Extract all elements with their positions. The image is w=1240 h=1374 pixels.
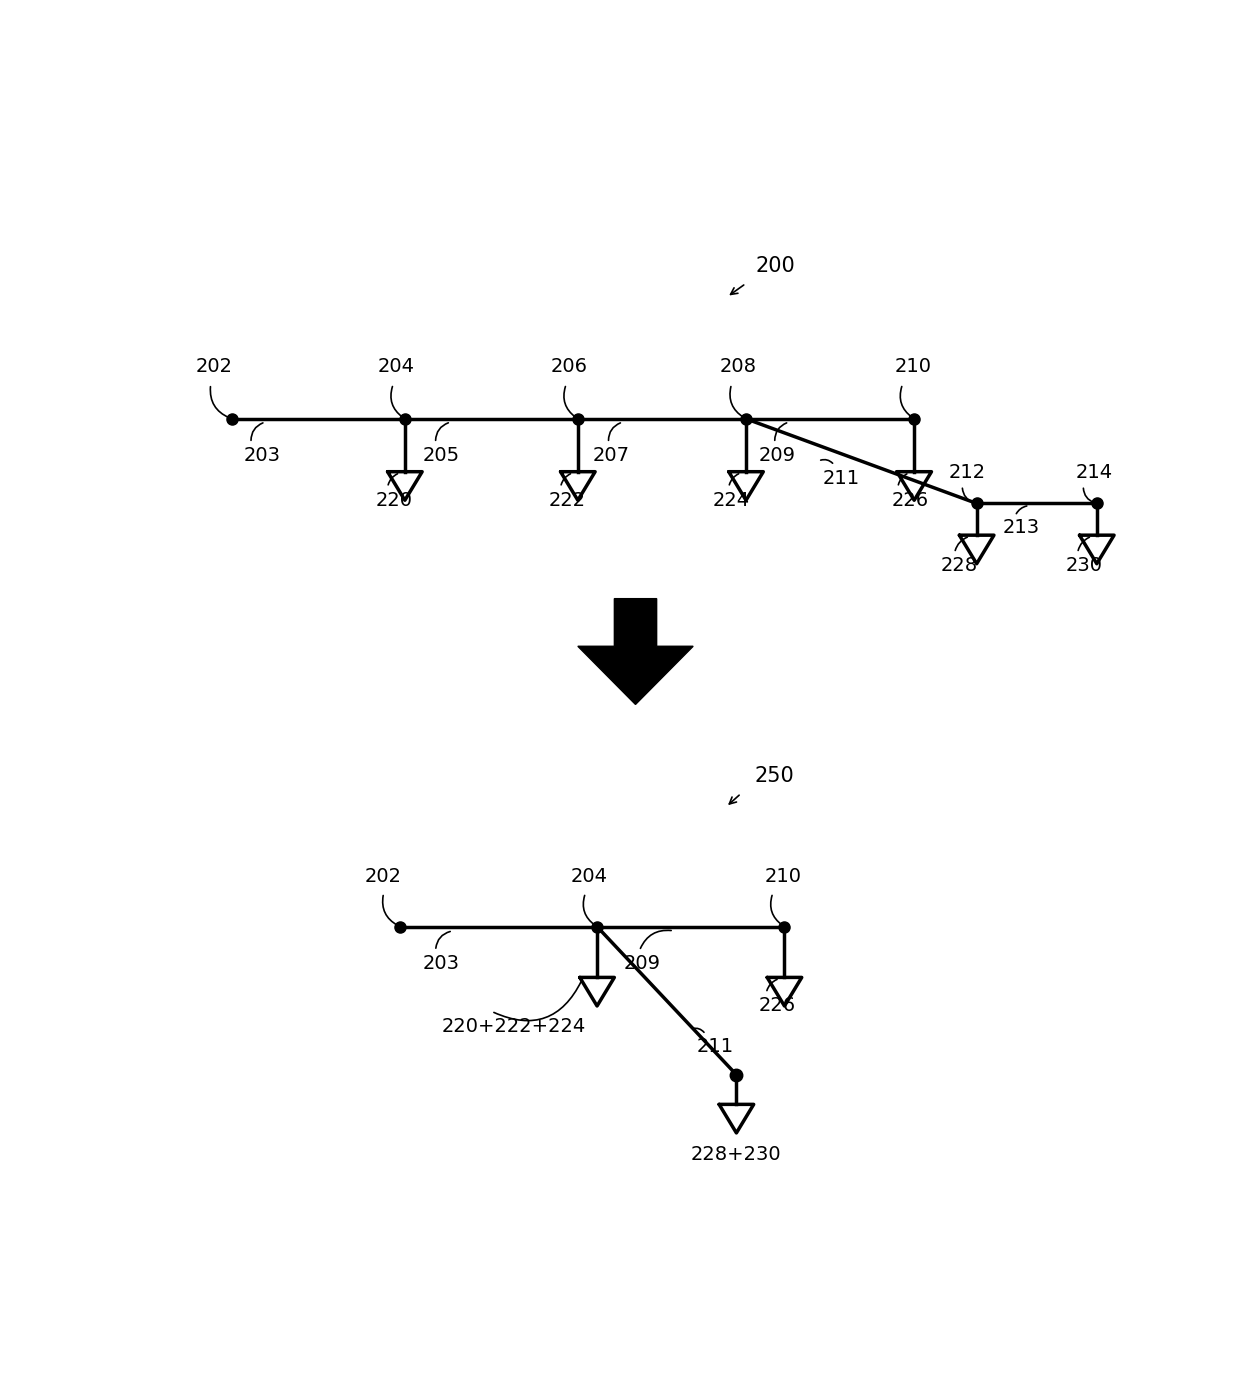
Text: 226: 226 [892, 491, 929, 510]
Text: 210: 210 [895, 357, 932, 376]
Text: 213: 213 [1003, 518, 1039, 537]
Text: 205: 205 [422, 447, 459, 466]
Text: 228+230: 228+230 [691, 1145, 781, 1164]
Text: 210: 210 [764, 867, 801, 886]
Text: 200: 200 [755, 256, 795, 276]
Text: 202: 202 [365, 867, 402, 886]
Text: 203: 203 [243, 447, 280, 466]
Text: 206: 206 [551, 357, 588, 376]
Text: 211: 211 [823, 469, 861, 488]
Text: 209: 209 [624, 954, 661, 973]
Text: 207: 207 [593, 447, 629, 466]
Text: 228: 228 [941, 556, 978, 576]
Text: 211: 211 [697, 1036, 734, 1055]
Text: 204: 204 [378, 357, 415, 376]
Text: 214: 214 [1075, 463, 1112, 482]
Text: 202: 202 [196, 357, 232, 376]
Text: 224: 224 [712, 491, 749, 510]
Text: 220+222+224: 220+222+224 [441, 1017, 585, 1036]
Text: 226: 226 [759, 996, 796, 1015]
Polygon shape [578, 599, 693, 705]
Text: 220: 220 [376, 491, 413, 510]
Text: 203: 203 [422, 954, 459, 973]
Text: 222: 222 [549, 491, 587, 510]
Text: 209: 209 [759, 447, 796, 466]
Text: 212: 212 [949, 463, 986, 482]
Text: 250: 250 [755, 765, 795, 786]
Text: 208: 208 [720, 357, 758, 376]
Text: 230: 230 [1066, 556, 1104, 576]
Text: 204: 204 [570, 867, 608, 886]
